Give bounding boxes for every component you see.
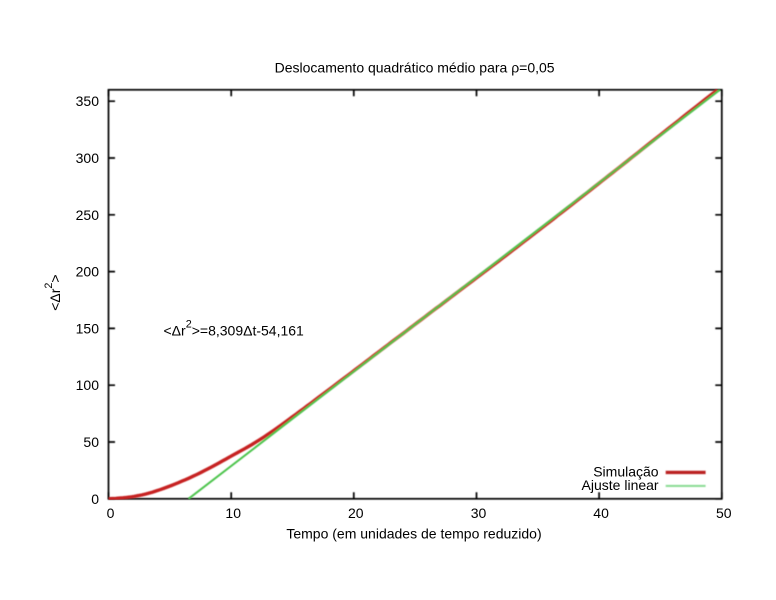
svg-text:Ajuste linear: Ajuste linear xyxy=(582,477,659,493)
svg-text:150: 150 xyxy=(76,320,100,336)
svg-text:0: 0 xyxy=(91,491,99,507)
svg-text:200: 200 xyxy=(76,264,100,280)
svg-text:<Δr2>: <Δr2> xyxy=(43,274,63,310)
svg-text:20: 20 xyxy=(348,505,364,521)
svg-text:Deslocamento quadrático médio: Deslocamento quadrático médio para ρ=0,0… xyxy=(275,59,555,75)
svg-text:Simulação: Simulação xyxy=(593,464,659,480)
svg-text:10: 10 xyxy=(225,505,241,521)
svg-text:50: 50 xyxy=(83,434,99,450)
svg-text:250: 250 xyxy=(76,207,100,223)
svg-text:Tempo (em unidades de tempo re: Tempo (em unidades de tempo reduzido) xyxy=(286,526,541,542)
svg-text:0: 0 xyxy=(107,505,115,521)
svg-text:50: 50 xyxy=(716,505,732,521)
svg-text:40: 40 xyxy=(593,505,609,521)
svg-text:<Δr2>=8,309Δt-54,161: <Δr2>=8,309Δt-54,161 xyxy=(164,319,305,339)
svg-text:300: 300 xyxy=(76,150,100,166)
svg-text:30: 30 xyxy=(471,505,487,521)
svg-text:100: 100 xyxy=(76,377,100,393)
svg-text:350: 350 xyxy=(76,93,100,109)
